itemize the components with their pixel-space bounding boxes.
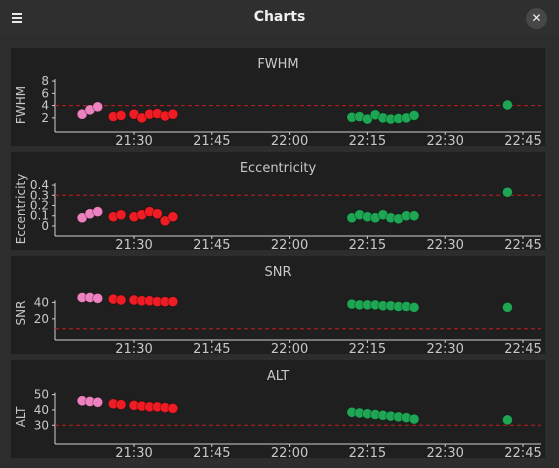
- chart-title: FWHM: [257, 57, 298, 72]
- close-button[interactable]: ✕: [526, 8, 547, 29]
- y-axis-label: ALT: [14, 406, 28, 427]
- data-point: [115, 399, 127, 410]
- chart-panel-snr: SNR SNR 40 20 21:30 21:45 22:00 22:15 22:30 22:45: [11, 256, 545, 354]
- chart-title: SNR: [264, 265, 291, 280]
- data-point: [408, 210, 420, 222]
- y-tick-label: 40: [34, 403, 49, 417]
- x-tick-label: 21:30: [115, 238, 152, 250]
- data-point: [408, 301, 420, 313]
- close-icon: ✕: [531, 11, 542, 25]
- x-tick-label: 22:15: [349, 446, 386, 458]
- y-tick-label: 0.3: [30, 188, 49, 202]
- title-bar: Charts ✕: [0, 0, 559, 36]
- snr-chart: SNR SNR 40 20 21:30 21:45 22:00 22:15 22:30 22:45: [14, 265, 542, 354]
- x-tick-label: 22:45: [504, 342, 541, 354]
- y-tick-label: 0.2: [30, 199, 49, 213]
- data-point: [151, 208, 163, 220]
- x-tick-label: 22:00: [271, 238, 308, 250]
- x-tick-label: 21:30: [115, 134, 152, 146]
- y-tick-label: 4: [41, 99, 49, 113]
- x-tick-label: 22:45: [504, 134, 541, 146]
- y-axis-label: FWHM: [14, 86, 28, 124]
- data-point: [502, 301, 513, 313]
- x-tick-label: 22:30: [426, 134, 463, 146]
- x-tick-label: 22:15: [349, 238, 386, 250]
- x-tick-label: 22:15: [349, 134, 386, 146]
- y-tick-label: 40: [34, 295, 49, 309]
- chart-panel-eccentricity: Eccentricity Eccentricity 0.4 0.3 0.2 0.1 0 21:…: [11, 152, 545, 250]
- x-tick-label: 22:45: [504, 238, 541, 250]
- data-point: [502, 414, 513, 426]
- data-point: [167, 403, 179, 414]
- y-tick-label: 0.4: [30, 178, 49, 192]
- x-tick-label: 22:45: [504, 446, 541, 458]
- chart-title: Eccentricity: [240, 161, 317, 176]
- data-point: [167, 108, 179, 120]
- y-tick-label: 50: [34, 388, 49, 402]
- data-point: [502, 186, 513, 198]
- hamburger-menu-icon[interactable]: [8, 8, 28, 28]
- window-title: Charts: [253, 9, 306, 25]
- data-point: [408, 413, 420, 425]
- data-point: [92, 396, 104, 408]
- data-point: [408, 110, 420, 121]
- x-tick-label: 21:45: [193, 238, 230, 250]
- x-tick-label: 21:45: [193, 134, 230, 146]
- y-tick-label: 30: [34, 418, 49, 432]
- y-tick-label: 0: [41, 219, 49, 233]
- data-point: [92, 101, 104, 113]
- y-tick-label: 2: [41, 111, 49, 125]
- x-tick-label: 22:30: [426, 446, 463, 458]
- data-point: [361, 113, 373, 125]
- data-point: [76, 108, 88, 120]
- y-tick-label: 8: [41, 74, 49, 88]
- chart-panel-alt: ALT ALT 50 40 30 21:30 21:45 22:00 22:15 22:30 22:…: [11, 360, 545, 458]
- data-point: [167, 296, 179, 308]
- data-point: [167, 211, 179, 223]
- y-tick-label: 20: [34, 312, 49, 326]
- chart-panel-fwhm: FWHM FWHM 8 6 4 2 21:30 21:45 22:00 22:15 22:30 22:…: [11, 48, 545, 146]
- y-tick-label: 6: [41, 86, 49, 100]
- scrollbar[interactable]: [549, 40, 554, 460]
- x-tick-label: 22:30: [426, 342, 463, 354]
- data-point: [115, 294, 127, 306]
- x-tick-label: 21:30: [115, 342, 152, 354]
- data-point: [115, 110, 127, 121]
- data-point: [115, 209, 127, 221]
- chart-title: ALT: [267, 369, 289, 384]
- x-tick-label: 22:00: [271, 342, 308, 354]
- x-tick-label: 21:45: [193, 446, 230, 458]
- x-tick-label: 21:30: [115, 446, 152, 458]
- y-axis-label: Eccentricity: [14, 174, 28, 244]
- x-tick-label: 21:45: [193, 342, 230, 354]
- y-axis-label: SNR: [14, 301, 28, 326]
- data-point: [502, 99, 513, 111]
- data-point: [92, 292, 104, 304]
- x-tick-label: 22:30: [426, 238, 463, 250]
- data-point: [92, 206, 104, 218]
- x-tick-label: 22:15: [349, 342, 386, 354]
- x-tick-label: 22:00: [271, 446, 308, 458]
- y-tick-label: 0.1: [30, 209, 49, 223]
- x-tick-label: 22:00: [271, 134, 308, 146]
